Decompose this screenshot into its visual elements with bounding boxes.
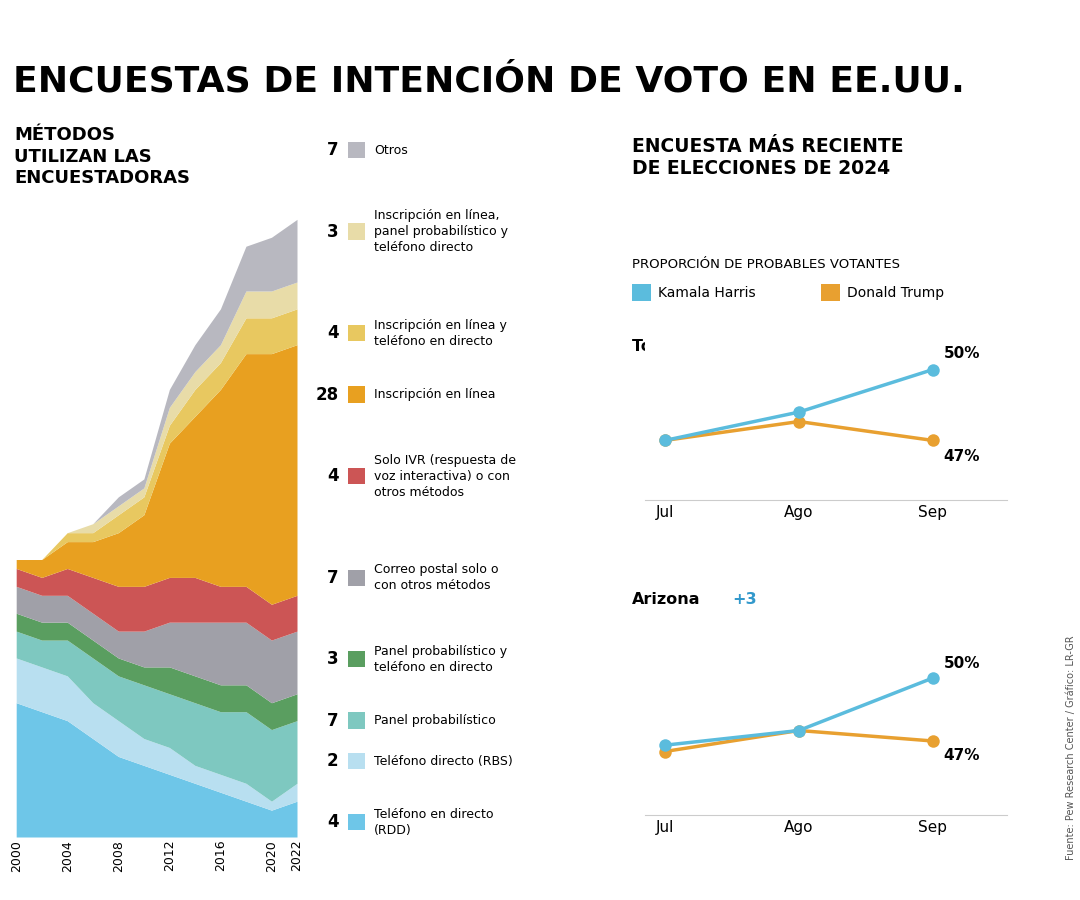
Text: Kamala Harris: Kamala Harris bbox=[659, 285, 756, 300]
Text: Fuente: Pew Research Center / Gráfico: LR-GR: Fuente: Pew Research Center / Gráfico: L… bbox=[1066, 634, 1076, 860]
Bar bbox=[348, 713, 365, 729]
Text: Inscripción en línea,
panel probabilístico y
teléfono directo: Inscripción en línea, panel probabilísti… bbox=[374, 209, 508, 254]
Text: 28: 28 bbox=[315, 385, 338, 403]
Text: 7: 7 bbox=[327, 141, 338, 159]
Text: ENCUESTA MÁS RECIENTE
DE ELECCIONES DE 2024: ENCUESTA MÁS RECIENTE DE ELECCIONES DE 2… bbox=[632, 137, 903, 178]
Text: 4: 4 bbox=[327, 814, 338, 832]
Bar bbox=[348, 142, 365, 158]
Text: PROPORCIÓN DE PROBABLES VOTANTES: PROPORCIÓN DE PROBABLES VOTANTES bbox=[632, 258, 900, 271]
Text: 47%: 47% bbox=[944, 449, 980, 464]
Text: 47%: 47% bbox=[944, 749, 980, 763]
Text: 2: 2 bbox=[327, 752, 338, 770]
Text: 3: 3 bbox=[327, 222, 338, 240]
Bar bbox=[348, 814, 365, 831]
Text: Otros: Otros bbox=[374, 143, 408, 157]
Text: Correo postal solo o
con otros métodos: Correo postal solo o con otros métodos bbox=[374, 563, 499, 592]
Bar bbox=[632, 284, 651, 301]
Bar bbox=[821, 284, 840, 301]
Bar bbox=[348, 753, 365, 770]
Text: Panel probabilístico y
teléfono en directo: Panel probabilístico y teléfono en direc… bbox=[374, 645, 508, 674]
Text: Solo IVR (respuesta de
voz interactiva) o con
otros métodos: Solo IVR (respuesta de voz interactiva) … bbox=[374, 454, 516, 499]
Text: +3: +3 bbox=[789, 338, 814, 354]
Text: 4: 4 bbox=[327, 467, 338, 485]
Text: 50%: 50% bbox=[944, 346, 980, 361]
Text: 3: 3 bbox=[327, 651, 338, 669]
Text: 50%: 50% bbox=[944, 655, 980, 670]
Text: Teléfono en directo
(RDD): Teléfono en directo (RDD) bbox=[374, 808, 494, 837]
Text: Todos los estados: Todos los estados bbox=[632, 338, 792, 354]
Text: 7: 7 bbox=[327, 712, 338, 730]
Text: Arizona: Arizona bbox=[632, 592, 700, 607]
Text: Inscripción en línea y
teléfono en directo: Inscripción en línea y teléfono en direc… bbox=[374, 319, 507, 348]
Text: 7: 7 bbox=[327, 569, 338, 587]
Text: MÉTODOS
UTILIZAN LAS
ENCUESTADORAS: MÉTODOS UTILIZAN LAS ENCUESTADORAS bbox=[14, 126, 190, 187]
Bar bbox=[348, 468, 365, 484]
Text: Teléfono directo (RBS): Teléfono directo (RBS) bbox=[374, 755, 513, 768]
Bar bbox=[348, 325, 365, 341]
Text: 4: 4 bbox=[327, 324, 338, 342]
Text: ENCUESTAS DE INTENCIÓN DE VOTO EN EE.UU.: ENCUESTAS DE INTENCIÓN DE VOTO EN EE.UU. bbox=[13, 65, 964, 98]
Text: Panel probabilístico: Panel probabilístico bbox=[374, 714, 496, 727]
Text: +3: +3 bbox=[732, 592, 757, 607]
Text: Donald Trump: Donald Trump bbox=[847, 285, 944, 300]
Bar bbox=[348, 652, 365, 668]
Text: Inscripción en línea: Inscripción en línea bbox=[374, 388, 496, 401]
Bar bbox=[348, 570, 365, 586]
Bar bbox=[348, 386, 365, 402]
Bar bbox=[348, 223, 365, 239]
Text: LR: LR bbox=[1010, 840, 1047, 864]
